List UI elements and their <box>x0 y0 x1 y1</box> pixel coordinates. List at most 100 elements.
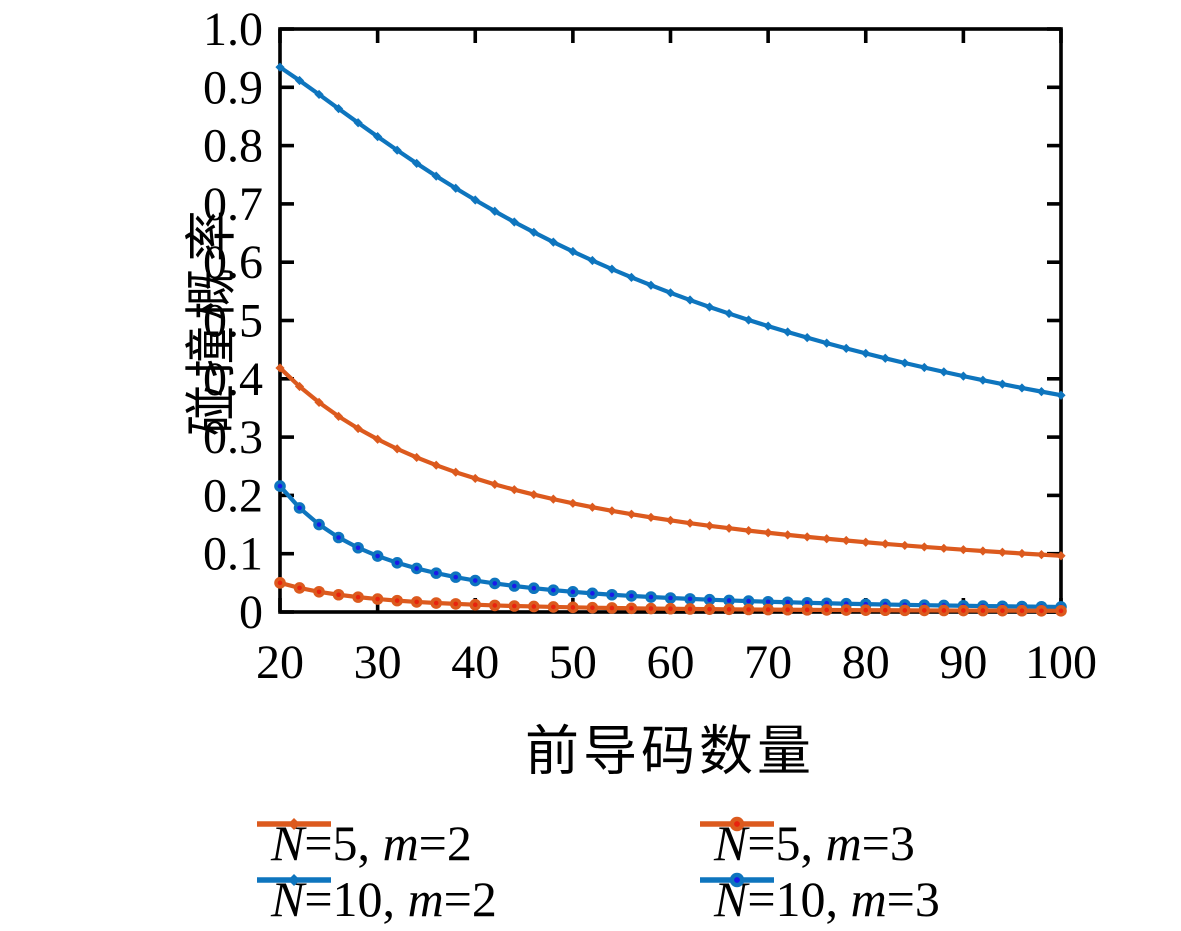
data-point-marker-center <box>668 595 673 601</box>
data-point-marker-center <box>902 608 908 613</box>
legend-sample-line <box>700 872 774 888</box>
data-point-marker <box>900 358 910 368</box>
x-tick-label: 100 <box>1025 636 1097 689</box>
data-point-marker-center <box>414 599 419 605</box>
legend-marker-diamond <box>288 818 300 830</box>
data-point-marker <box>392 145 402 155</box>
data-point-marker <box>939 543 949 553</box>
y-tick-label: 0.3 <box>203 411 263 464</box>
data-point-marker <box>373 434 383 444</box>
data-point-marker-center <box>551 587 556 593</box>
legend-marker-diamond <box>288 874 300 886</box>
data-point-marker <box>509 217 519 227</box>
data-point-marker-center <box>336 535 341 540</box>
data-point-marker <box>958 545 968 555</box>
data-point-marker-center <box>609 592 615 598</box>
y-tick-label: 0.6 <box>203 236 263 289</box>
series-line-0 <box>277 365 1064 558</box>
series-line-2 <box>277 65 1064 398</box>
legend-sample-line <box>700 816 774 832</box>
data-point-marker <box>607 506 617 516</box>
data-point-marker <box>294 381 305 392</box>
data-point-marker <box>939 367 949 377</box>
data-point-marker <box>333 411 344 421</box>
data-point-marker-center <box>668 606 673 612</box>
data-point-marker-center <box>922 608 927 613</box>
data-point-marker-center <box>726 607 732 612</box>
data-point-marker-center <box>629 605 634 611</box>
legend-item: N=10, m=2 <box>255 870 497 928</box>
data-point-marker-center <box>609 605 615 611</box>
data-point-marker <box>451 183 461 193</box>
data-point-marker <box>626 272 637 282</box>
data-point-marker-center <box>590 605 595 610</box>
data-point-marker <box>685 518 695 528</box>
data-point-marker <box>275 363 285 373</box>
legend-sample-line <box>257 818 331 830</box>
data-point-marker <box>626 509 637 519</box>
data-point-marker-center <box>277 580 283 586</box>
data-point-marker-center <box>648 594 654 600</box>
y-tick-label: 0.8 <box>203 120 263 173</box>
x-tick-label: 60 <box>647 636 695 689</box>
data-point-marker-center <box>531 585 537 591</box>
data-point-marker <box>880 353 890 363</box>
data-point-marker <box>275 62 285 72</box>
data-point-marker <box>1036 550 1047 560</box>
data-point-marker <box>978 375 988 385</box>
x-tick-label: 30 <box>354 636 402 689</box>
legend-marker-center <box>734 821 740 827</box>
data-point-marker <box>587 502 597 512</box>
x-tick-label: 90 <box>939 636 987 689</box>
data-point-marker <box>587 255 597 266</box>
data-point-marker-center <box>746 598 751 604</box>
data-point-marker <box>744 526 754 536</box>
data-point-marker <box>880 539 890 549</box>
data-point-marker <box>841 535 851 546</box>
data-point-marker <box>470 195 480 205</box>
data-point-marker-center <box>824 607 829 613</box>
data-point-marker-center <box>472 578 478 583</box>
data-point-marker <box>665 288 676 298</box>
data-point-marker-center <box>707 606 712 612</box>
data-point-marker <box>607 264 617 274</box>
data-point-marker-center <box>687 606 693 612</box>
data-point-marker <box>1056 551 1066 561</box>
data-point-marker-center <box>804 607 810 613</box>
data-point-marker-center <box>355 545 361 551</box>
data-point-marker <box>412 158 422 168</box>
legend-marker-center <box>734 877 740 883</box>
x-tick-label: 40 <box>451 636 499 689</box>
legend-label: N=10, m=2 <box>271 871 497 927</box>
y-tick-label: 0.7 <box>203 178 263 231</box>
data-point-marker-center <box>297 585 302 591</box>
data-point-marker <box>704 521 715 531</box>
data-point-marker <box>861 537 871 547</box>
data-point-marker <box>314 397 324 408</box>
data-point-marker <box>646 280 656 290</box>
data-point-marker <box>548 494 558 504</box>
data-point-marker <box>1036 387 1047 397</box>
data-point-marker <box>978 546 988 556</box>
data-point-marker <box>412 452 422 463</box>
data-point-marker-center <box>746 607 751 612</box>
data-point-marker-center <box>472 602 478 608</box>
data-point-marker-center <box>375 596 380 602</box>
data-point-marker <box>333 104 344 114</box>
data-point-marker <box>568 246 578 257</box>
data-point-marker-center <box>512 603 517 609</box>
data-point-marker-center <box>980 608 986 613</box>
data-point-marker <box>1017 383 1027 393</box>
data-point-marker <box>431 171 441 181</box>
legend-item: N=5, m=3 <box>698 814 915 872</box>
data-point-marker-center <box>316 522 322 527</box>
data-point-marker-center <box>629 593 634 599</box>
y-tick-label: 0.5 <box>203 295 263 348</box>
data-point-marker-center <box>648 606 654 611</box>
data-point-marker <box>665 515 676 525</box>
data-point-marker-center <box>785 599 790 605</box>
legend-sample-line <box>257 874 331 886</box>
data-point-marker <box>353 423 363 434</box>
data-point-marker <box>529 227 539 237</box>
